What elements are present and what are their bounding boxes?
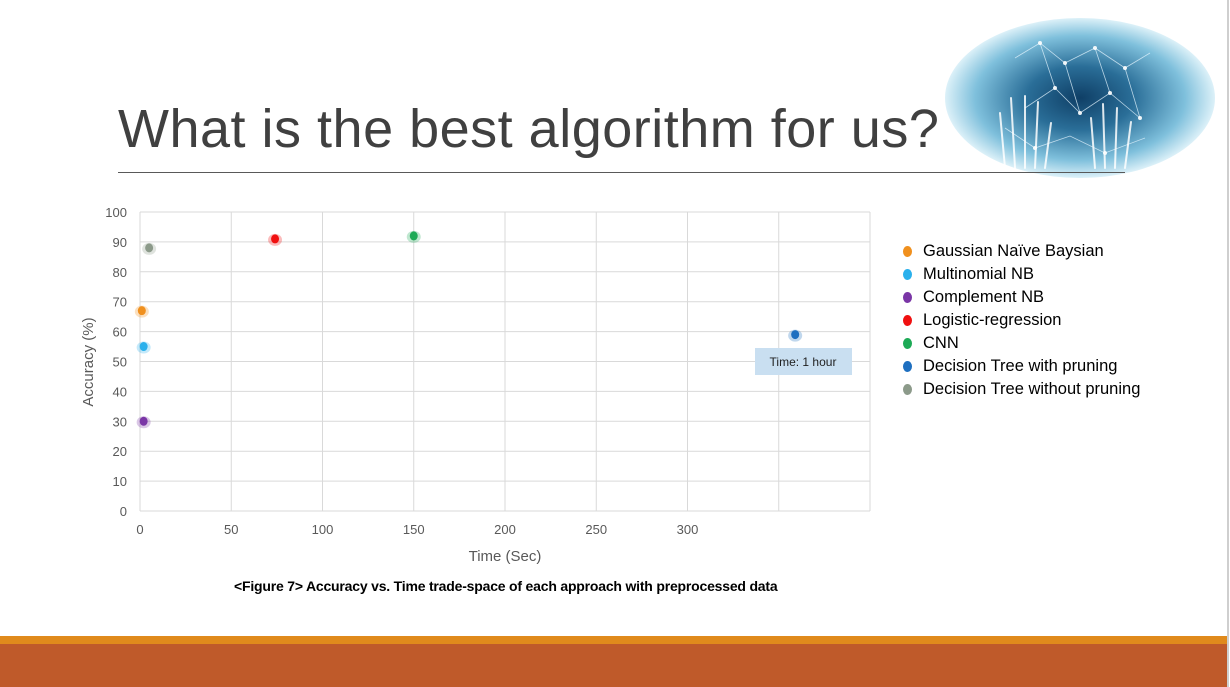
chart-legend: Gaussian Naïve Baysian Multinomial NB Comp… — [903, 240, 1140, 401]
hands-network-image — [945, 18, 1215, 178]
footer-bar — [0, 644, 1227, 687]
y-tick-label: 10 — [113, 474, 127, 489]
y-tick-label: 70 — [113, 295, 127, 310]
data-point — [145, 243, 154, 253]
chart-points — [134, 230, 803, 429]
annotation-box — [755, 348, 852, 375]
x-tick-label: 250 — [585, 522, 607, 537]
chart-grid — [139, 211, 871, 512]
legend-marker — [903, 246, 912, 257]
legend-marker — [903, 315, 912, 326]
legend-item: Gaussian Naïve Baysian — [903, 240, 1140, 263]
y-tick-label: 40 — [113, 384, 127, 399]
x-tick-label: 150 — [403, 522, 425, 537]
x-tick-label: 100 — [312, 522, 334, 537]
legend-item: Complement NB — [903, 286, 1140, 309]
x-tick-label: 0 — [136, 522, 143, 537]
legend-item: CNN — [903, 332, 1140, 355]
accuracy-time-scatter-chart: 0 10 20 30 40 50 60 70 80 90 100 0 50 100 150 200 250 300… — [80, 205, 871, 565]
legend-item: Decision Tree with pruning — [903, 355, 1140, 378]
y-tick-label: 100 — [105, 205, 127, 220]
legend-marker — [903, 292, 912, 303]
y-tick-label: 0 — [120, 504, 127, 519]
figure-caption: <Figure 7> Accuracy vs. Time trade-space… — [234, 578, 778, 594]
y-axis-label: Accuracy (%) — [80, 317, 97, 406]
title-divider — [118, 172, 1125, 173]
x-tick-label: 300 — [677, 522, 699, 537]
legend-item: Decision Tree without pruning — [903, 378, 1140, 401]
legend-label: CNN — [923, 334, 959, 352]
slide-right-edge — [1227, 0, 1229, 687]
y-tick-label: 60 — [113, 325, 127, 340]
slide-title: What is the best algorithm for us? — [118, 99, 940, 159]
data-point — [139, 342, 148, 352]
legend-label: Multinomial NB — [923, 265, 1034, 283]
legend-marker — [903, 384, 912, 395]
y-tick-label: 30 — [113, 414, 127, 429]
legend-marker — [903, 269, 912, 280]
annotation-label: Time: 1 hour — [770, 355, 837, 369]
x-tick-label: 200 — [494, 522, 516, 537]
legend-item: Multinomial NB — [903, 263, 1140, 286]
data-point — [409, 231, 418, 241]
footer-accent-line — [0, 636, 1227, 644]
y-tick-label: 90 — [113, 235, 127, 250]
y-tick-label: 20 — [113, 444, 127, 459]
x-axis-label: Time (Sec) — [469, 548, 542, 565]
legend-item: Logistic-regression — [903, 309, 1140, 332]
chart-tick-labels: 0 10 20 30 40 50 60 70 80 90 100 0 50 100 150 200 250 300 — [105, 205, 698, 537]
data-point — [139, 416, 148, 426]
data-point — [137, 306, 146, 316]
legend-label: Complement NB — [923, 288, 1045, 306]
legend-label: Decision Tree with pruning — [923, 357, 1118, 375]
data-point — [791, 330, 800, 340]
network-lines-decor — [999, 41, 1151, 169]
legend-marker — [903, 361, 912, 372]
data-point — [271, 234, 280, 244]
legend-label: Gaussian Naïve Baysian — [923, 242, 1104, 260]
legend-label: Logistic-regression — [923, 311, 1062, 329]
y-tick-label: 50 — [113, 355, 127, 370]
x-tick-label: 50 — [224, 522, 238, 537]
y-tick-label: 80 — [113, 265, 127, 280]
legend-marker — [903, 338, 912, 349]
legend-label: Decision Tree without pruning — [923, 380, 1141, 398]
